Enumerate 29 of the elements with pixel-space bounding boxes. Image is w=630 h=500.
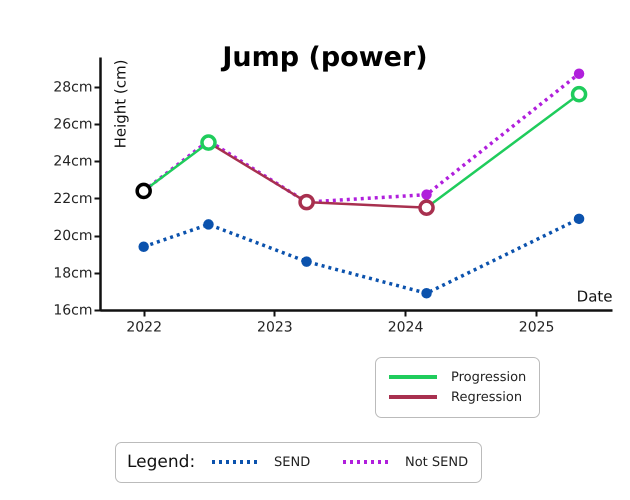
- y-tick-label: 20cm: [53, 228, 92, 244]
- y-tick-label: 18cm: [53, 265, 92, 282]
- legend-label: Regression: [451, 390, 522, 405]
- point: [574, 214, 584, 224]
- legend-label: Not SEND: [405, 455, 468, 470]
- x-tick-label: 2025: [518, 320, 554, 336]
- point: [418, 199, 435, 216]
- y-tick-label: 26cm: [53, 116, 92, 132]
- x-tick-label: 2022: [126, 320, 162, 336]
- x-tick-label: 2024: [388, 320, 424, 336]
- legend-title: Legend:: [127, 452, 196, 472]
- y-tick-label: 16cm: [53, 302, 92, 318]
- legend-label: Progression: [451, 370, 526, 385]
- point: [421, 189, 432, 200]
- point: [301, 256, 312, 267]
- point: [138, 242, 149, 252]
- point: [298, 194, 315, 210]
- y-axis-title: Height (cm): [112, 60, 130, 148]
- legend-label: SEND: [274, 455, 310, 470]
- x-axis-title: Date: [576, 288, 612, 306]
- y-tick-label: 22cm: [53, 190, 92, 207]
- point: [421, 288, 432, 298]
- point: [570, 86, 588, 102]
- point: [574, 68, 584, 79]
- y-tick-label: 28cm: [53, 79, 92, 96]
- x-tick-label: 2023: [257, 320, 293, 336]
- y-tick-label: 24cm: [53, 154, 92, 170]
- chart-title: Jump (power): [220, 42, 428, 73]
- point: [203, 219, 214, 230]
